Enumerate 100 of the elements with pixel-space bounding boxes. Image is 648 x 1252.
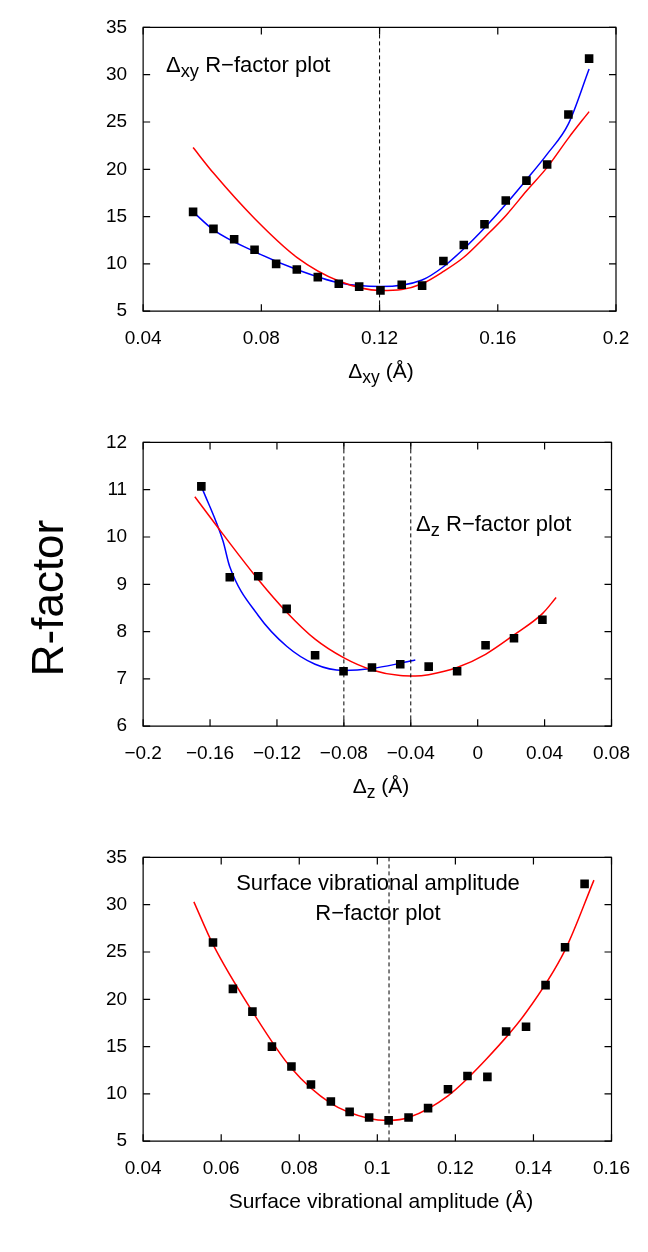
y-tick-label: 5 bbox=[116, 1129, 128, 1151]
point bbox=[395, 659, 405, 669]
y-axis-title: R-factor bbox=[23, 519, 73, 677]
x-tick-label: −0.08 bbox=[319, 741, 368, 763]
x-tick-label: 0.08 bbox=[280, 1156, 318, 1178]
y-tick-label: 30 bbox=[105, 62, 128, 84]
point bbox=[483, 1072, 492, 1082]
point bbox=[313, 272, 323, 282]
x-tick-label: 0.16 bbox=[593, 1156, 630, 1178]
point bbox=[443, 1084, 453, 1094]
y-tick-label: 10 bbox=[105, 525, 128, 547]
annotation: Surface vibrational amplitude R−factor plot bbox=[235, 869, 521, 927]
x-tick-label: 0.04 bbox=[526, 741, 564, 763]
point bbox=[326, 1097, 336, 1106]
y-tick-label: 7 bbox=[116, 667, 128, 689]
point bbox=[509, 633, 519, 643]
point bbox=[522, 176, 531, 185]
y-tick-label: 6 bbox=[116, 714, 128, 736]
point bbox=[542, 160, 552, 169]
point bbox=[225, 572, 235, 582]
y-tick-label: 20 bbox=[105, 157, 128, 179]
point bbox=[481, 641, 490, 650]
point bbox=[404, 1113, 413, 1122]
point bbox=[292, 265, 302, 274]
x-tick-label: 0.04 bbox=[124, 326, 163, 348]
x-tick-label: 0.12 bbox=[361, 326, 399, 348]
point bbox=[417, 281, 427, 290]
point bbox=[541, 980, 550, 990]
point bbox=[452, 667, 462, 676]
x-tick-label: −0.16 bbox=[186, 741, 235, 763]
x-tick-label: −0.2 bbox=[124, 741, 162, 763]
x-tick-label: 0.06 bbox=[202, 1156, 240, 1178]
y-tick-label: 8 bbox=[116, 619, 128, 641]
x-tick-label: 0.2 bbox=[602, 326, 630, 348]
point bbox=[501, 1027, 511, 1036]
point bbox=[424, 662, 433, 671]
point bbox=[354, 282, 364, 291]
point bbox=[208, 938, 218, 947]
y-tick-label: 15 bbox=[105, 204, 128, 226]
point bbox=[463, 1071, 472, 1081]
point bbox=[197, 482, 206, 491]
point bbox=[423, 1103, 433, 1113]
point bbox=[248, 1007, 257, 1016]
y-tick-label: 10 bbox=[105, 252, 128, 274]
point bbox=[228, 984, 238, 994]
point bbox=[345, 1107, 354, 1117]
point bbox=[229, 235, 239, 244]
y-tick-label: 35 bbox=[105, 15, 128, 37]
point bbox=[271, 259, 281, 269]
point bbox=[538, 615, 547, 625]
x-tick-label: 0.12 bbox=[436, 1156, 474, 1178]
point bbox=[397, 280, 407, 289]
y-tick-label: 11 bbox=[107, 477, 128, 499]
point bbox=[306, 1080, 316, 1089]
point bbox=[253, 571, 263, 581]
point bbox=[282, 604, 291, 614]
point bbox=[439, 256, 448, 266]
x-tick-label: 0.08 bbox=[242, 326, 280, 348]
point bbox=[376, 286, 385, 295]
x-axis-title: Surface vibrational amplitude (Å) bbox=[227, 1188, 535, 1214]
x-tick-label: 0.04 bbox=[124, 1156, 163, 1178]
y-tick-label: 10 bbox=[105, 1082, 128, 1104]
x-tick-label: 0 bbox=[472, 741, 483, 763]
annotation: Δ$_{xy}$ R−factor plot bbox=[166, 51, 332, 84]
y-tick-label: 12 bbox=[105, 430, 128, 452]
point bbox=[521, 1022, 531, 1032]
point bbox=[334, 279, 344, 289]
y-tick-label: 15 bbox=[105, 1034, 128, 1056]
x-tick-label: 0.14 bbox=[514, 1156, 553, 1178]
x-tick-label: 0.08 bbox=[593, 741, 630, 763]
point bbox=[188, 207, 198, 217]
y-tick-label: 20 bbox=[105, 987, 128, 1009]
point bbox=[560, 942, 570, 952]
x-tick-label: 0.1 bbox=[364, 1156, 391, 1178]
x-tick-label: −0.04 bbox=[386, 741, 436, 763]
point bbox=[584, 54, 594, 63]
y-tick-label: 9 bbox=[116, 572, 128, 594]
point bbox=[367, 663, 377, 672]
y-tick-label: 35 bbox=[105, 845, 128, 867]
point bbox=[384, 1116, 393, 1125]
point bbox=[287, 1062, 296, 1071]
y-tick-label: 30 bbox=[105, 892, 128, 914]
point bbox=[459, 240, 469, 250]
point bbox=[480, 219, 489, 229]
y-tick-label: 5 bbox=[116, 299, 128, 321]
x-tick-label: −0.12 bbox=[252, 741, 301, 763]
point bbox=[339, 667, 348, 676]
y-tick-label: 25 bbox=[105, 940, 128, 962]
y-tick-label: 25 bbox=[105, 110, 128, 132]
x-axis-title: Δ$_{xy}$ (Å) bbox=[347, 358, 415, 390]
point bbox=[267, 1042, 277, 1051]
point bbox=[209, 224, 218, 234]
x-tick-label: 0.16 bbox=[479, 326, 517, 348]
point bbox=[250, 245, 259, 254]
x-axis-title: Δ$_{z}$ (Å) bbox=[351, 773, 411, 805]
point bbox=[364, 1113, 374, 1122]
point bbox=[564, 110, 573, 119]
point bbox=[580, 879, 589, 889]
point bbox=[501, 196, 511, 205]
annotation: Δ$_{z}$ R−factor plot bbox=[416, 510, 573, 543]
